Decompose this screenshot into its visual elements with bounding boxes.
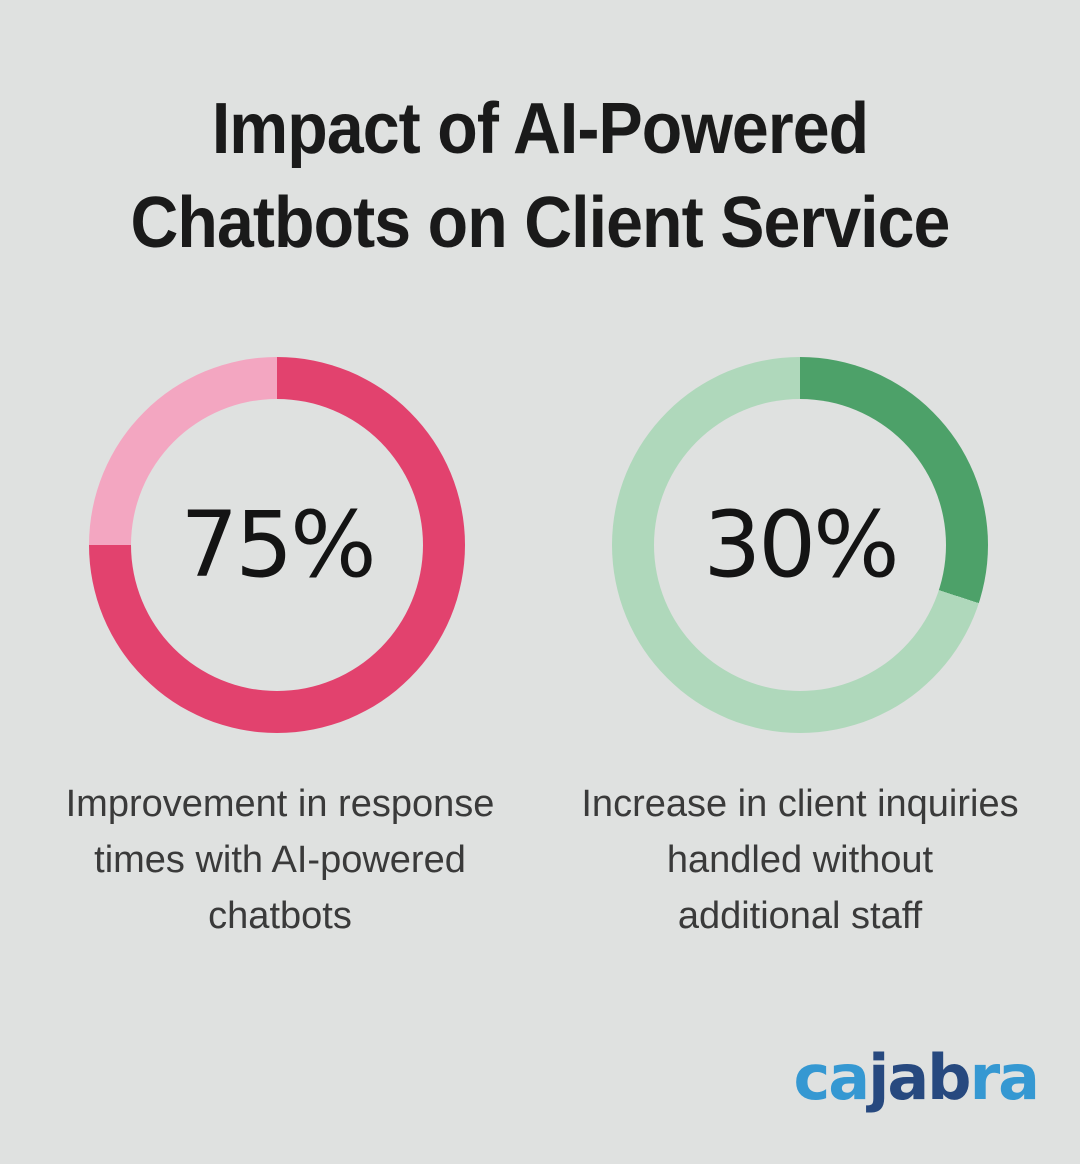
donut-chart-response-times: 75% bbox=[89, 357, 465, 733]
donut-chart-client-inquiries: 30% bbox=[612, 357, 988, 733]
page-title-line-1: Impact of AI-Powered bbox=[211, 89, 869, 169]
brand-logo-segment: ca bbox=[793, 1041, 871, 1114]
brand-logo: cajabra bbox=[794, 1047, 1041, 1109]
brand-logo-segment: ra bbox=[969, 1041, 1040, 1114]
donut-caption-response-times: Improvement in response times with AI-po… bbox=[20, 776, 540, 944]
donut-caption-client-inquiries: Increase in client inquiries handled wit… bbox=[540, 776, 1060, 944]
caption-line: Improvement in response bbox=[65, 783, 495, 825]
page-title: Impact of AI-Powered Chatbots on Client … bbox=[0, 82, 1080, 270]
caption-line: times with AI-powered bbox=[94, 839, 466, 881]
caption-line: additional staff bbox=[677, 895, 923, 937]
donut-value-label-response-times: 75% bbox=[180, 492, 376, 598]
caption-line: chatbots bbox=[208, 895, 352, 937]
donut-value-label-client-inquiries: 30% bbox=[703, 492, 899, 598]
caption-line: handled without bbox=[666, 839, 934, 881]
caption-line: Increase in client inquiries bbox=[581, 783, 1019, 825]
brand-logo-segment: jab bbox=[868, 1041, 971, 1114]
page-title-line-2: Chatbots on Client Service bbox=[130, 183, 951, 263]
